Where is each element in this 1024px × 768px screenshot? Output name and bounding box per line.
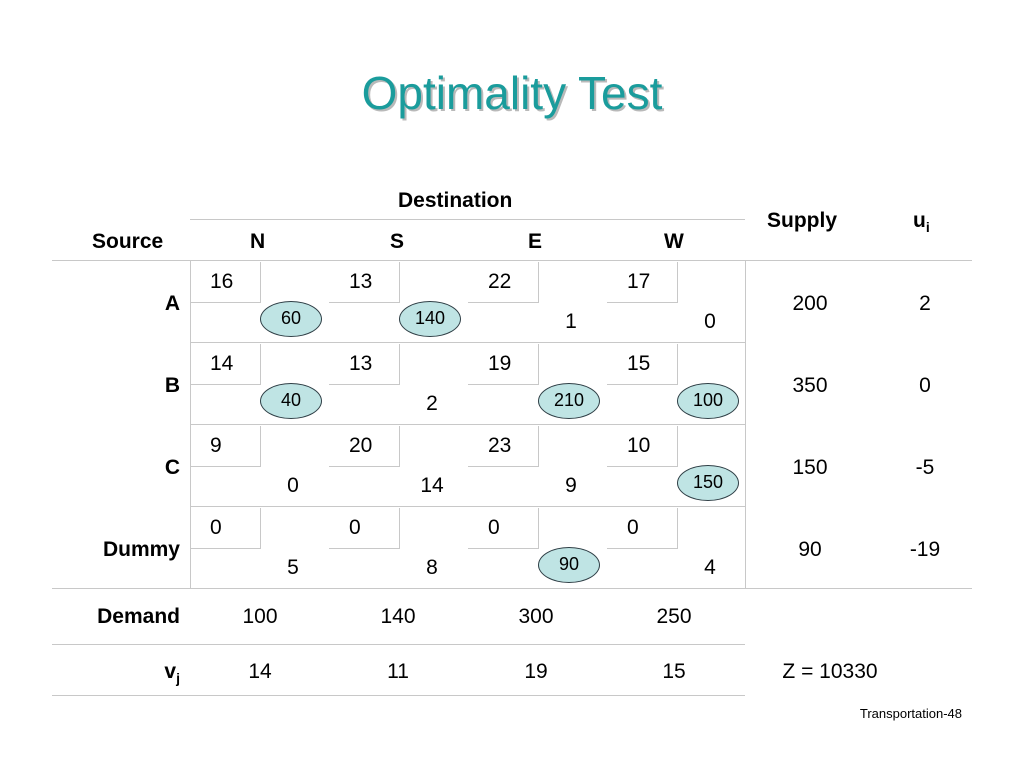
grid-line-top [52,260,972,261]
cost-box [607,426,678,467]
u-header: ui [913,209,930,235]
cost-box [607,508,678,549]
allocation-ellipse: 100 [677,383,739,419]
cost-box [190,344,261,385]
vj-e: 19 [524,660,548,683]
reduced-cost: 5 [287,556,299,579]
vj-label: vj [30,660,180,686]
cost-box [468,426,539,467]
row-label-dummy: Dummy [102,538,180,561]
u-c: -5 [915,456,935,479]
cost-value: 19 [488,352,512,375]
reduced-cost: 1 [565,310,577,333]
reduced-cost: 14 [420,474,444,497]
reduced-cost: 9 [565,474,577,497]
cost-box [468,508,539,549]
grid-line-right [745,260,746,588]
cost-box [190,508,261,549]
allocation-ellipse: 90 [538,547,600,583]
vj-n: 14 [248,660,272,683]
cost-value: 15 [627,352,651,375]
cost-value: 16 [210,270,234,293]
reduced-cost: 8 [426,556,438,579]
cost-box [468,262,539,303]
cost-box [190,262,261,303]
grid-line-left [190,260,191,588]
cost-box [468,344,539,385]
cost-value: 23 [488,434,512,457]
allocation-ellipse: 40 [260,383,322,419]
cost-box [607,344,678,385]
reduced-cost: 4 [704,556,716,579]
u-header-base: u [913,209,926,232]
vj-label-sub: j [176,670,180,687]
demand-w: 250 [656,605,692,628]
supply-header: Supply [767,209,838,232]
reduced-cost: 2 [426,392,438,415]
grid-line-a [190,342,745,343]
reduced-cost: 0 [704,310,716,333]
row-label-c: C [164,456,180,479]
cost-box [329,426,400,467]
u-header-sub: i [925,219,930,236]
vj-label-base: v [164,660,177,683]
cost-box [329,508,400,549]
cost-value: 13 [349,270,373,293]
grid-line-c [190,506,745,507]
cost-value: 9 [210,434,222,457]
col-header-w: W [664,230,684,253]
slide-title: Optimality Test [361,67,663,119]
cost-value: 0 [210,516,222,539]
destination-header: Destination [398,189,513,212]
cost-box [190,426,261,467]
cost-value: 0 [488,516,500,539]
col-header-e: E [528,230,543,253]
vj-w: 15 [662,660,686,683]
cost-value: 0 [349,516,361,539]
allocation-ellipse: 140 [399,301,461,337]
cost-value: 14 [210,352,234,375]
slide-footer: Transportation-48 [859,706,962,721]
col-header-n: N [250,230,266,253]
u-dummy: -19 [909,538,941,561]
cost-value: 22 [488,270,512,293]
cost-value: 13 [349,352,373,375]
reduced-cost: 0 [287,474,299,497]
row-label-a: A [164,292,180,315]
col-header-s: S [390,230,405,253]
demand-label: Demand [97,605,180,628]
u-a: 2 [919,292,931,315]
supply-dummy: 90 [798,538,822,561]
z-value: Z = 10330 [782,660,878,683]
destination-underline [190,219,745,220]
u-b: 0 [919,374,931,397]
row-label-b: B [164,374,180,397]
supply-c: 150 [792,456,828,479]
demand-n: 100 [242,605,278,628]
demand-s: 140 [380,605,416,628]
cost-box [329,344,400,385]
supply-b: 350 [792,374,828,397]
grid-line-b [190,424,745,425]
grid-line-bottom [52,695,745,696]
cost-value: 20 [349,434,373,457]
supply-a: 200 [792,292,828,315]
grid-line-demand [52,644,745,645]
source-header: Source [92,230,164,253]
allocation-ellipse: 210 [538,383,600,419]
grid-line-dummy [52,588,972,589]
vj-s: 11 [387,660,409,683]
cost-value: 17 [627,270,651,293]
cost-box [329,262,400,303]
cost-value: 0 [627,516,639,539]
allocation-ellipse: 60 [260,301,322,337]
demand-e: 300 [518,605,554,628]
allocation-ellipse: 150 [677,465,739,501]
cost-value: 10 [627,434,651,457]
cost-box [607,262,678,303]
